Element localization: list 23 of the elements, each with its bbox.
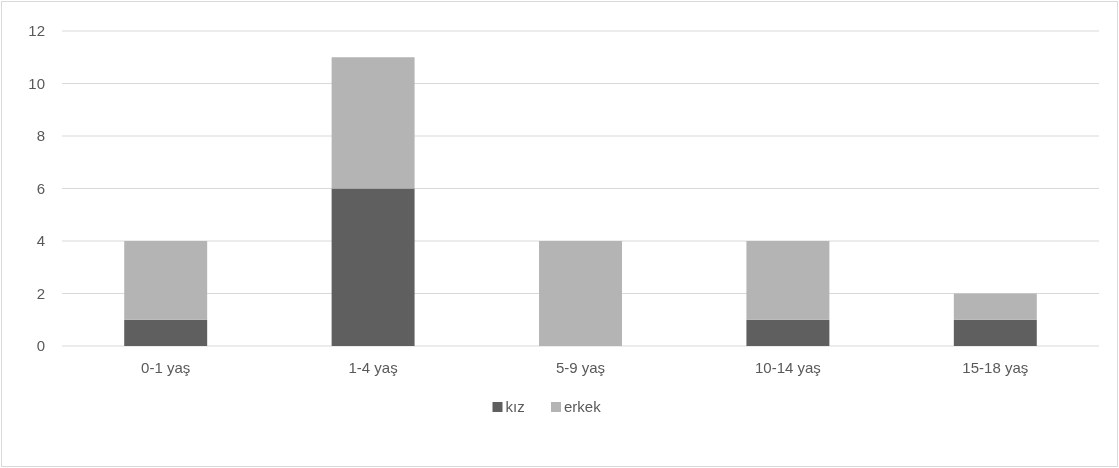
y-tick-label: 8 — [36, 127, 45, 145]
y-tick-label: 4 — [36, 232, 45, 250]
x-tick-label: 5-9 yaş — [555, 359, 606, 376]
bar — [746, 319, 830, 346]
bar — [124, 241, 208, 320]
legend-label: kız — [505, 398, 525, 416]
bar — [124, 319, 208, 346]
y-tick-label: 10 — [28, 74, 45, 92]
x-tick-label: 1-4 yaş — [348, 359, 398, 376]
bar — [539, 241, 622, 346]
y-tick-label: 12 — [28, 22, 45, 40]
bar — [331, 57, 415, 189]
x-tick-label: 15-18 yaş — [962, 359, 1029, 376]
bar — [953, 319, 1037, 346]
bar — [331, 188, 415, 346]
y-tick-label: 0 — [36, 337, 45, 355]
x-tick-label: 0-1 yaş — [141, 359, 191, 376]
bar — [746, 241, 830, 320]
y-tick-label: 6 — [36, 179, 45, 197]
y-tick-label: 2 — [36, 284, 45, 302]
legend-label: erkek — [564, 398, 602, 416]
bar — [953, 293, 1037, 320]
x-tick-label: 10-14 yaş — [754, 359, 821, 376]
